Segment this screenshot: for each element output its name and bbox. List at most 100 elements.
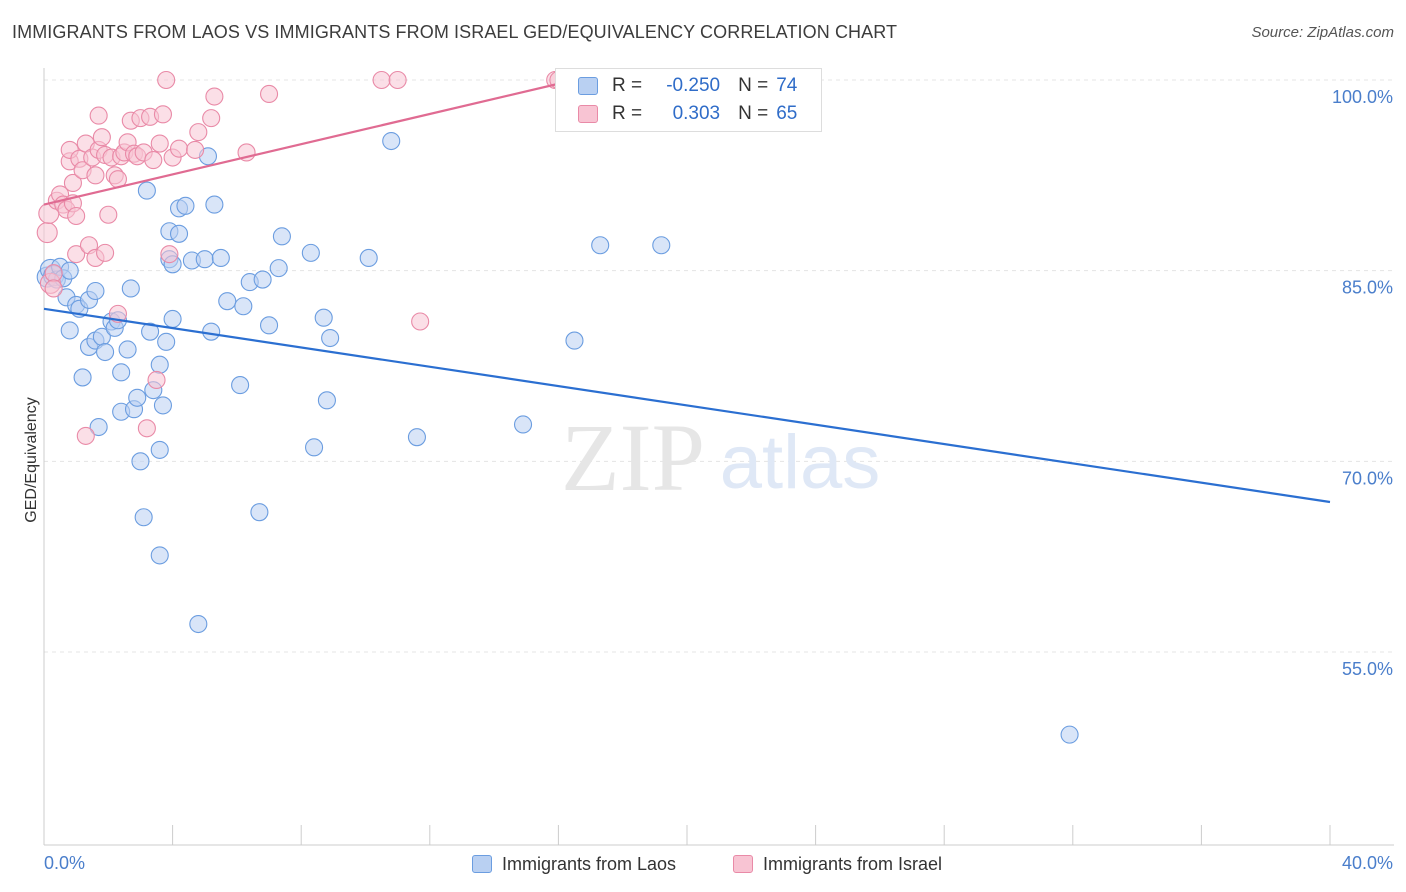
point-laos — [150, 355, 169, 374]
point-laos — [112, 363, 131, 382]
point-israel — [153, 105, 173, 124]
x-tick-label-min: 0.0% — [44, 853, 85, 873]
legend-r-value-israel: 0.303 — [672, 103, 721, 124]
point-israel — [67, 245, 86, 264]
point-laos — [301, 243, 320, 262]
point-israel — [36, 221, 58, 244]
point-laos — [86, 281, 105, 301]
point-laos — [60, 321, 79, 340]
point-laos — [269, 259, 288, 278]
legend-n-label: N = — [738, 75, 769, 96]
point-laos — [272, 227, 291, 246]
point-laos — [218, 292, 237, 311]
bottom-legend-laos: Immigrants from Laos — [472, 852, 676, 876]
point-laos — [259, 316, 279, 335]
point-israel — [150, 134, 169, 153]
gridlines — [44, 79, 1394, 653]
bottom-legend-label-laos: Immigrants from Laos — [502, 853, 677, 874]
point-laos — [513, 415, 533, 434]
point-laos — [150, 440, 169, 459]
point-laos — [317, 391, 336, 410]
watermark: ZIP atlas — [561, 404, 880, 511]
point-laos — [195, 250, 214, 269]
point-israel — [137, 419, 156, 438]
point-israel — [89, 106, 108, 125]
point-israel — [205, 87, 224, 106]
point-laos — [253, 270, 272, 289]
point-israel — [108, 304, 127, 323]
point-laos — [591, 236, 610, 255]
point-laos — [205, 195, 224, 214]
point-israel — [411, 312, 430, 331]
y-tick-label: 100.0% — [1332, 87, 1393, 107]
point-israel — [169, 139, 189, 158]
point-laos — [202, 322, 221, 341]
point-laos — [565, 331, 584, 350]
point-israel — [144, 151, 163, 170]
y-tick-label: 70.0% — [1342, 468, 1393, 488]
point-israel — [202, 109, 221, 128]
point-laos — [231, 376, 250, 395]
point-israel — [388, 70, 407, 90]
trend-line-israel — [43, 78, 575, 206]
tick-labels: 55.0% 70.0% 85.0% 100.0% 0.0% 40.0% — [44, 87, 1393, 873]
legend-swatch-laos — [578, 77, 598, 95]
correlation-legend: R = -0.250 N = 74 R = 0.303 N = 65 — [555, 68, 822, 132]
point-israel — [157, 70, 176, 90]
point-laos — [141, 322, 160, 341]
bottom-legend-swatch-laos — [472, 855, 492, 873]
point-laos — [163, 309, 182, 329]
y-axis-label: GED/Equivalency — [23, 397, 40, 522]
legend-n-value-laos: 74 — [776, 75, 798, 96]
point-laos — [153, 396, 173, 415]
point-laos — [60, 261, 79, 280]
point-laos — [121, 279, 140, 298]
y-tick-label: 55.0% — [1342, 659, 1393, 679]
point-laos — [128, 388, 147, 407]
legend-r-value-laos: -0.250 — [666, 75, 721, 96]
point-laos — [189, 614, 208, 634]
point-israel — [44, 279, 63, 298]
legend-r-label: R = — [612, 103, 643, 124]
bottom-legend-israel: Immigrants from Israel — [733, 852, 942, 876]
legend-r-label: R = — [612, 75, 643, 96]
point-laos — [314, 308, 333, 327]
point-laos — [157, 332, 176, 351]
legend-swatch-israel — [578, 105, 598, 123]
bottom-legend-swatch-israel — [733, 855, 753, 873]
point-laos — [131, 452, 150, 471]
point-laos — [359, 248, 378, 268]
watermark-zip: ZIP — [561, 404, 705, 511]
point-israel — [99, 205, 118, 224]
point-laos — [169, 224, 189, 243]
point-israel — [63, 173, 82, 193]
point-laos — [89, 417, 108, 437]
point-israel — [76, 426, 95, 445]
source-label: Source: ZipAtlas.com — [1251, 24, 1394, 41]
point-israel — [96, 243, 115, 262]
point-laos — [321, 328, 340, 348]
point-israel — [147, 370, 166, 390]
x-tick-label-max: 40.0% — [1342, 853, 1393, 873]
point-laos — [305, 438, 324, 457]
point-israel — [92, 128, 111, 147]
point-laos — [234, 297, 253, 316]
legend-row-israel: R = 0.303 N = 65 — [578, 101, 797, 127]
point-laos — [211, 248, 230, 268]
point-israel — [189, 123, 208, 142]
watermark-atlas: atlas — [720, 420, 881, 505]
bottom-legend-label-israel: Immigrants from Israel — [763, 853, 943, 874]
point-laos — [176, 196, 195, 215]
point-israel — [160, 245, 179, 264]
point-israel — [259, 84, 279, 104]
trend-line-laos — [43, 307, 1331, 504]
point-laos — [96, 342, 115, 362]
chart-title: IMMIGRANTS FROM LAOS VS IMMIGRANTS FROM … — [12, 22, 898, 42]
series-israel-points — [36, 70, 610, 445]
legend-row-laos: R = -0.250 N = 74 — [578, 73, 797, 99]
axes — [43, 68, 1394, 846]
y-tick-label: 85.0% — [1342, 278, 1393, 298]
point-laos — [1060, 725, 1079, 744]
point-laos — [118, 340, 137, 359]
